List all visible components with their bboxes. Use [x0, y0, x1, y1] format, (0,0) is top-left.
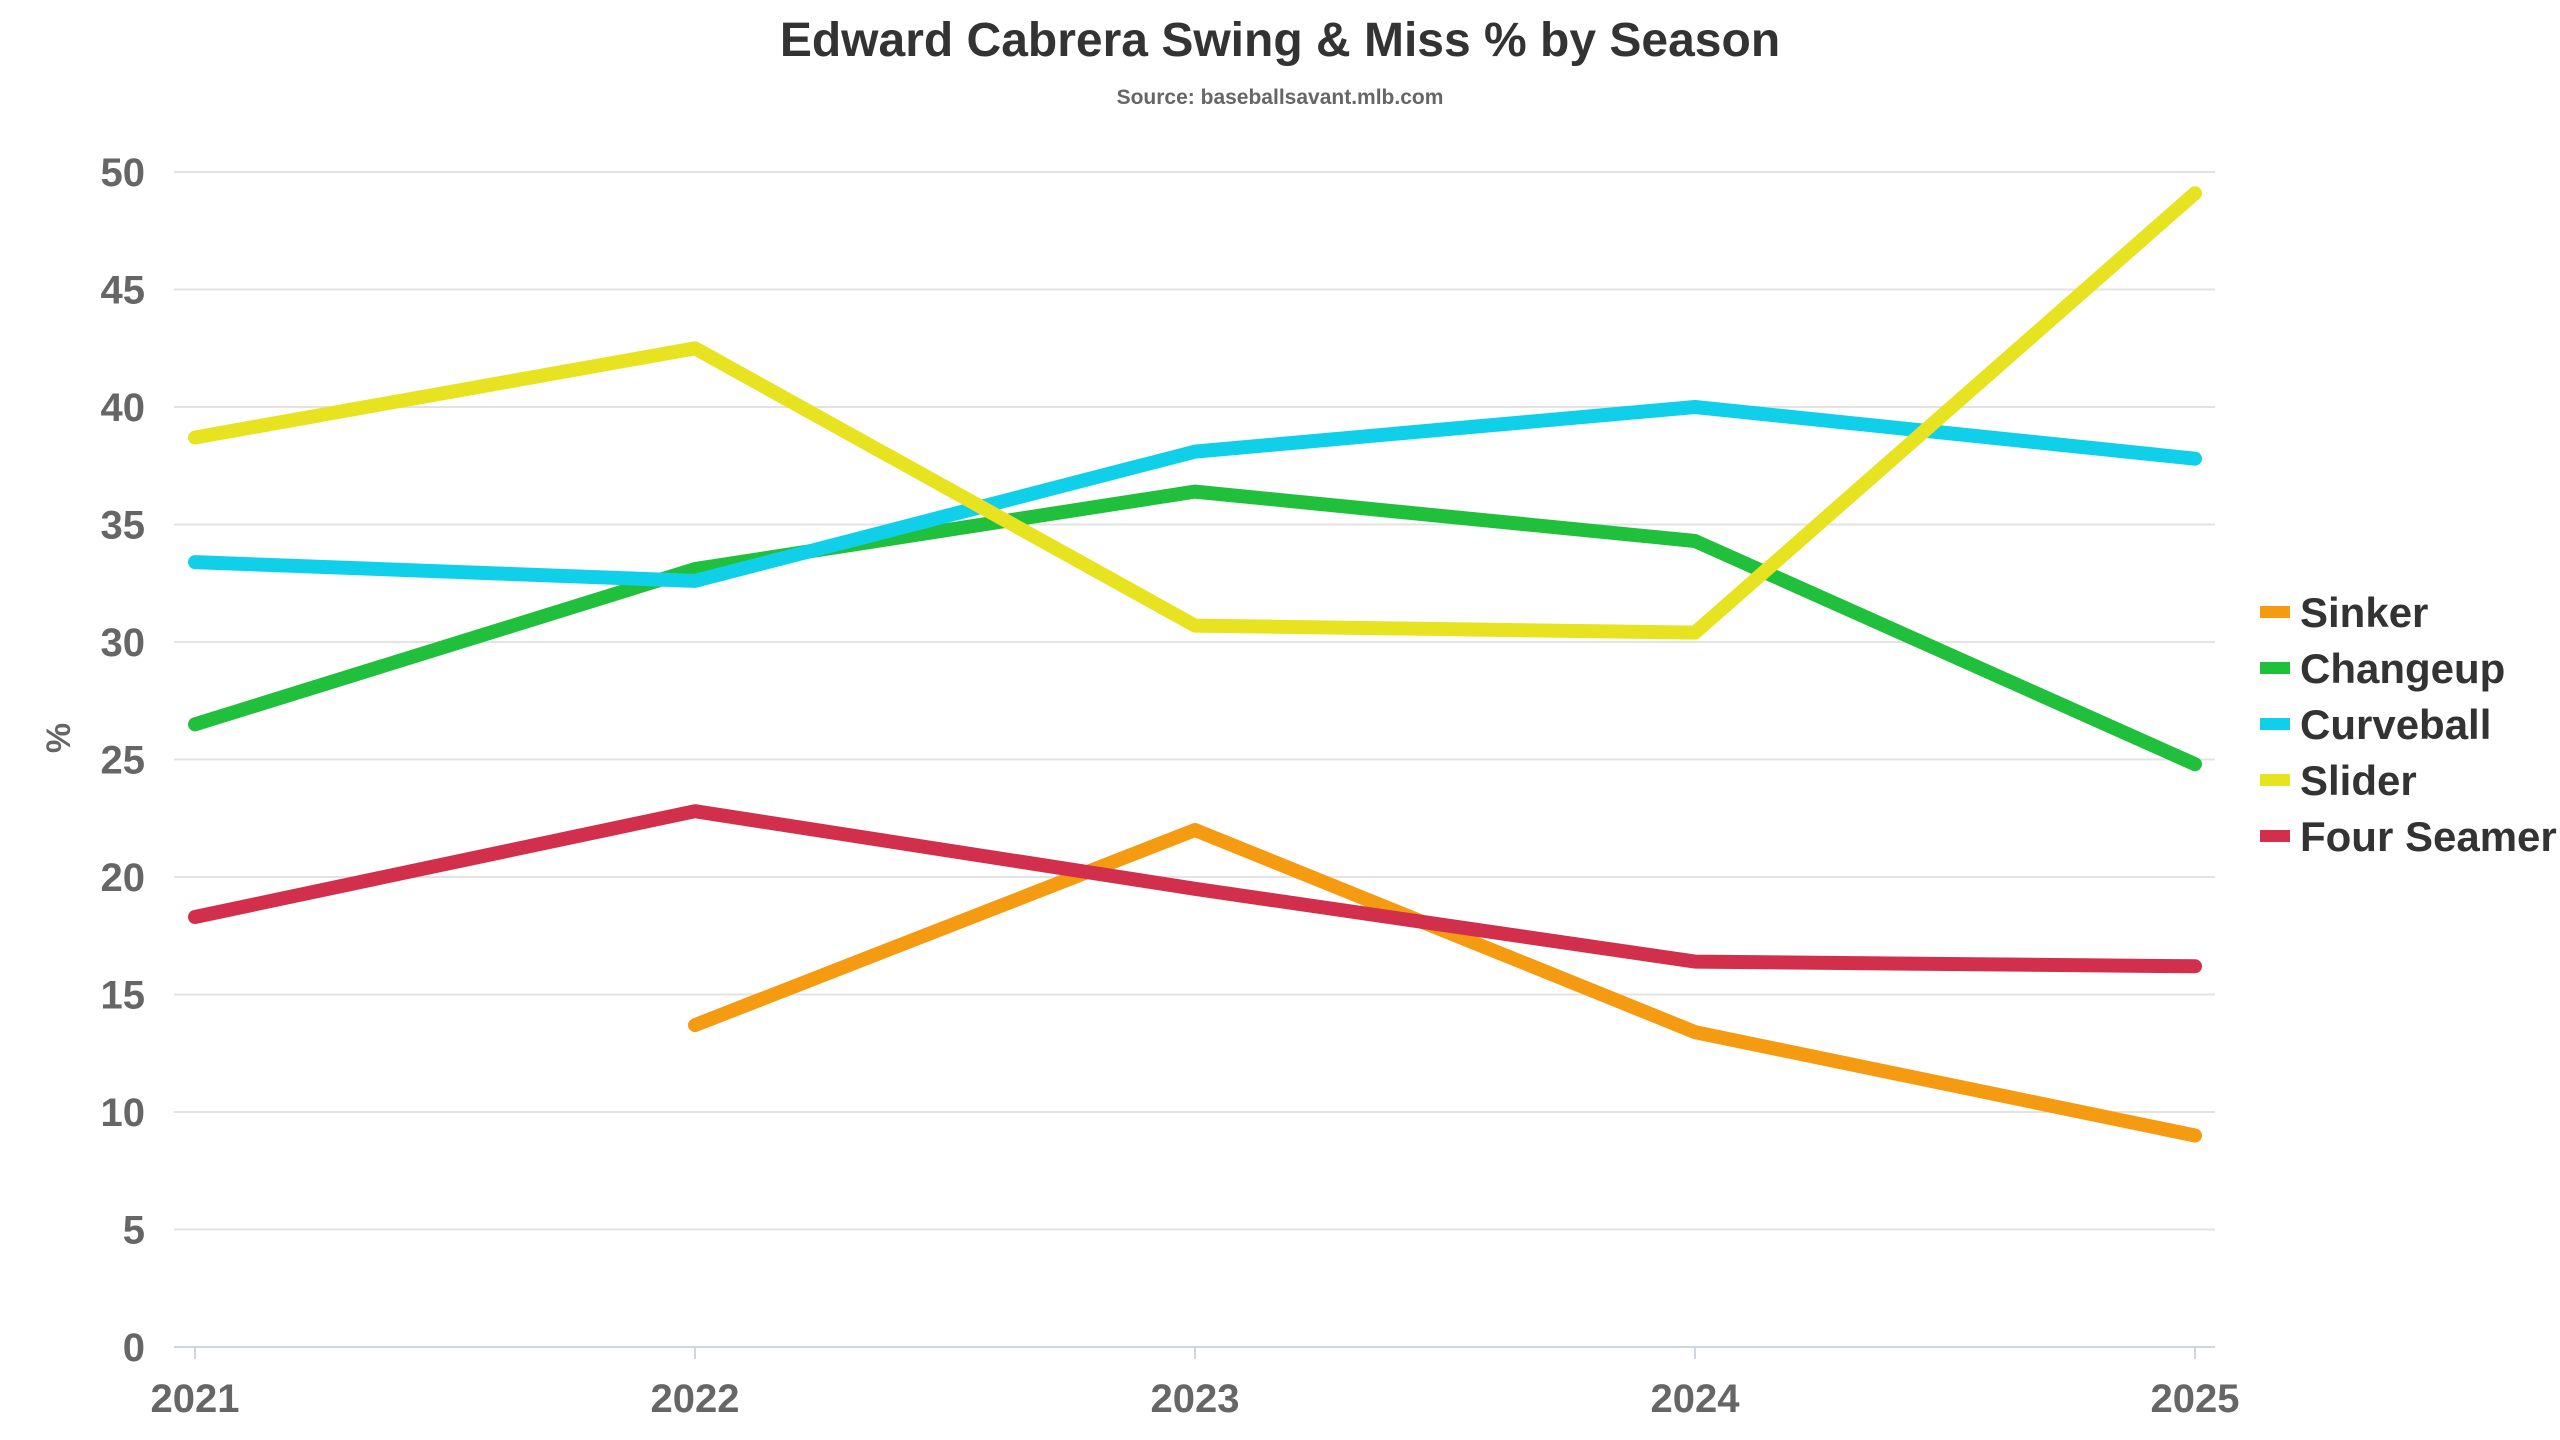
legend-item-curveball: Curveball — [2260, 701, 2491, 748]
x-tick-label: 2025 — [2151, 1377, 2240, 1421]
y-tick-label: 0 — [123, 1326, 145, 1370]
legend-item-sinker: Sinker — [2260, 589, 2428, 636]
series-line-four-seamer — [188, 804, 2202, 974]
series-lines — [188, 186, 2202, 1143]
x-tick-label: 2021 — [151, 1377, 240, 1421]
y-tick-label: 45 — [101, 269, 146, 313]
y-tick-label: 15 — [101, 974, 146, 1018]
y-tick-label: 25 — [101, 739, 146, 783]
series-line-curveball — [188, 400, 2202, 588]
legend: Sinker Changeup Curveball Slider Four Seamer — [2260, 589, 2557, 860]
y-tick-label: 5 — [123, 1209, 145, 1253]
y-axis-title: % — [40, 723, 78, 753]
y-tick-label: 50 — [101, 151, 146, 195]
y-tick-label: 40 — [101, 386, 146, 430]
x-axis-tick-labels: 2021 2022 2023 2024 2025 — [151, 1377, 2240, 1421]
series-line-sinker — [688, 823, 2202, 1143]
y-axis-tick-labels: 0 5 10 15 20 25 30 35 40 45 50 — [101, 151, 146, 1370]
chart-subtitle: Source: baseballsavant.mlb.com — [1117, 86, 1444, 109]
x-tick-label: 2024 — [1651, 1377, 1741, 1421]
legend-label: Slider — [2300, 757, 2417, 804]
series-line-changeup — [188, 484, 2202, 772]
legend-label: Four Seamer — [2300, 813, 2557, 860]
y-tick-label: 30 — [101, 621, 146, 665]
legend-label: Sinker — [2300, 589, 2428, 636]
y-tick-label: 10 — [101, 1091, 146, 1135]
legend-label: Curveball — [2300, 701, 2491, 748]
y-tick-label: 20 — [101, 856, 146, 900]
series-line-slider — [188, 186, 2202, 640]
chart-title: Edward Cabrera Swing & Miss % by Season — [780, 14, 1780, 67]
y-tick-label: 35 — [101, 504, 146, 548]
x-tick-label: 2022 — [651, 1377, 740, 1421]
x-tick-label: 2023 — [1151, 1377, 1240, 1421]
x-axis — [174, 1346, 2215, 1359]
legend-item-four-seamer: Four Seamer — [2260, 813, 2557, 860]
legend-label: Changeup — [2300, 645, 2505, 692]
legend-item-slider: Slider — [2260, 757, 2417, 804]
legend-item-changeup: Changeup — [2260, 645, 2505, 692]
gridlines — [174, 171, 2215, 1231]
